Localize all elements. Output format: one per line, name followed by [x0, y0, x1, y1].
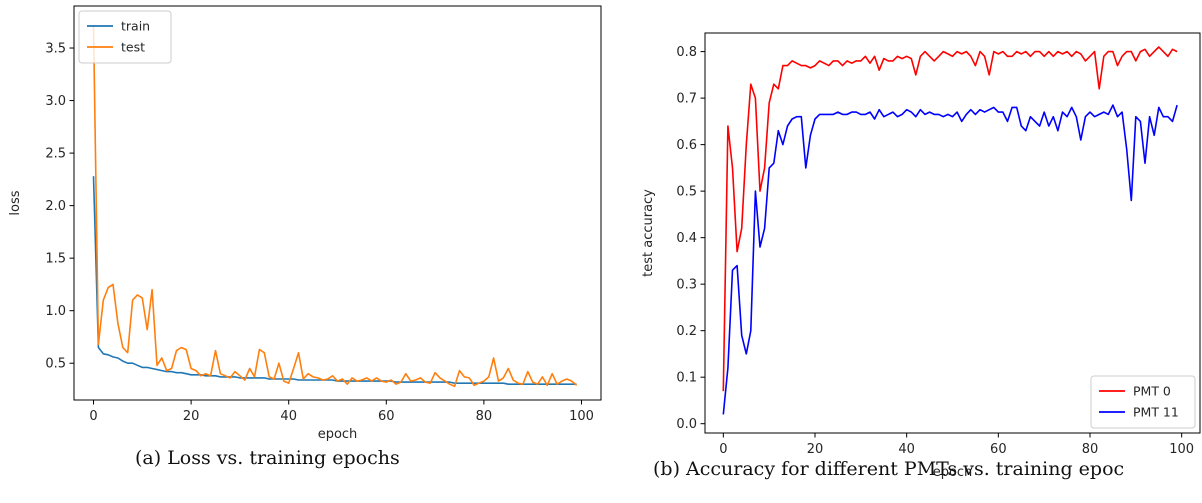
- accuracy-x-tick-label: 20: [807, 442, 824, 457]
- loss-series-test-line: [92, 24, 578, 388]
- loss-y-tick-label: 0.5: [45, 357, 66, 372]
- accuracy-y-tick-label: 0.0: [676, 417, 697, 432]
- loss-y-tick-label: 2.0: [45, 199, 66, 214]
- loss-y-tick-label: 1.5: [45, 252, 66, 267]
- loss-legend: train test: [78, 10, 172, 64]
- loss-y-tick-label: 3.0: [45, 94, 66, 109]
- accuracy-y-axis-label: test accuracy: [641, 189, 656, 277]
- accuracy-legend-label: PMT 11: [1133, 405, 1179, 420]
- loss-y-tick-label: 2.5: [45, 147, 66, 162]
- accuracy-series-pmt-11-line: [722, 104, 1178, 415]
- accuracy-y-tick-label: 0.8: [676, 45, 697, 60]
- caption-b: (b) Accuracy for different PMTs vs. trai…: [653, 458, 1125, 480]
- accuracy-y-tick-label: 0.5: [676, 185, 697, 200]
- accuracy-chart-plot: 0 20 40 60 80 100 0.0 0.1 0.2 0.3 0.4 0.5 0.6 0.7 0.8 e…: [641, 32, 1201, 480]
- accuracy-legend-box: [1090, 375, 1196, 429]
- accuracy-legend: PMT 0 PMT 11: [1090, 375, 1196, 429]
- loss-x-tick-label: 20: [183, 409, 200, 424]
- accuracy-y-tick-label: 0.3: [676, 278, 697, 293]
- loss-legend-label: train: [121, 19, 150, 34]
- loss-x-tick-label: 80: [476, 409, 493, 424]
- loss-legend-label: test: [121, 40, 145, 55]
- caption-a: (a) Loss vs. training epochs: [135, 447, 400, 469]
- accuracy-y-tick-label: 0.6: [676, 138, 697, 153]
- accuracy-x-tick-label: 40: [898, 442, 915, 457]
- accuracy-y-tick-label: 0.1: [676, 371, 697, 386]
- accuracy-y-tick-label: 0.7: [676, 92, 697, 107]
- loss-y-tick-label: 1.0: [45, 304, 66, 319]
- loss-x-axis-label: epoch: [318, 427, 358, 442]
- accuracy-x-tick-label: 100: [1169, 442, 1194, 457]
- loss-chart-plot: 0 20 40 60 80 100 0.5 1.0 1.5 2.0 2.5 3.0 3.5 epoch lo…: [8, 5, 602, 442]
- loss-y-axis-label: loss: [8, 190, 23, 215]
- accuracy-legend-label: PMT 0: [1133, 384, 1171, 399]
- loss-axes-frame: [73, 5, 602, 401]
- loss-x-tick-label: 60: [378, 409, 395, 424]
- accuracy-series-pmt-0-line: [722, 46, 1178, 392]
- accuracy-x-tick-label: 0: [719, 442, 727, 457]
- loss-x-tick-label: 0: [89, 409, 97, 424]
- accuracy-x-tick-label: 60: [990, 442, 1007, 457]
- accuracy-axes-frame: [704, 32, 1201, 434]
- accuracy-y-tick-label: 0.2: [676, 324, 697, 339]
- loss-series-train-line: [92, 176, 577, 385]
- loss-y-tick-label: 3.5: [45, 42, 66, 57]
- accuracy-x-tick-label: 80: [1082, 442, 1099, 457]
- loss-x-tick-label: 100: [569, 409, 594, 424]
- loss-x-tick-label: 40: [280, 409, 297, 424]
- accuracy-y-tick-label: 0.4: [676, 231, 697, 246]
- accuracy-x-axis-label: epoch: [933, 465, 973, 480]
- loss-legend-box: [78, 10, 172, 64]
